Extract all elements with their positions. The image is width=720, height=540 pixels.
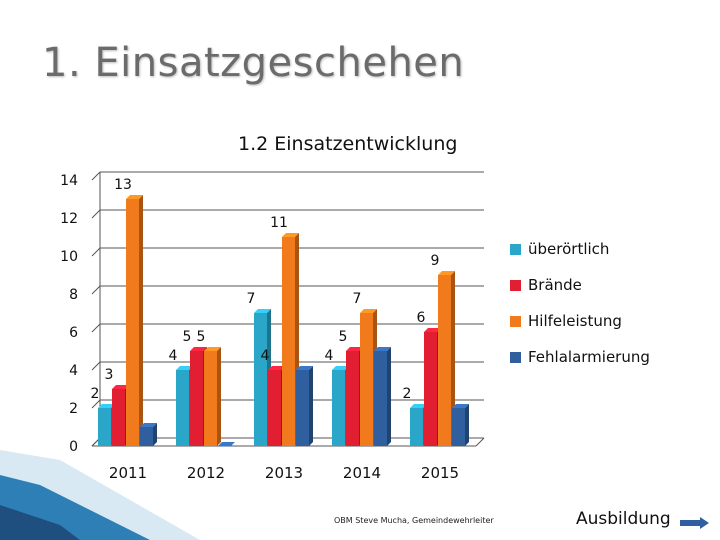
data-label: 4 — [169, 348, 178, 364]
bar — [190, 351, 203, 446]
footer-brand: Ausbildung — [576, 509, 671, 529]
y-tick-label: 10 — [60, 249, 78, 265]
legend-swatch — [510, 316, 521, 327]
y-tick-mark — [91, 209, 101, 219]
data-label: 11 — [270, 215, 288, 231]
bar-top — [374, 347, 391, 351]
y-tick-label: 8 — [69, 287, 78, 303]
bar-top — [126, 195, 143, 199]
bar-top — [360, 309, 377, 313]
bar-side — [387, 347, 391, 446]
y-tick-mark — [91, 171, 101, 181]
bar — [438, 275, 451, 446]
bar — [254, 313, 267, 446]
y-tick-label: 2 — [69, 401, 78, 417]
bar-top — [346, 347, 363, 351]
bar — [346, 351, 359, 446]
data-label: 7 — [247, 291, 256, 307]
y-tick-label: 0 — [69, 439, 78, 455]
bar — [424, 332, 437, 446]
bar-top — [98, 404, 115, 408]
bar — [332, 370, 345, 446]
x-tick-label: 2015 — [421, 464, 459, 482]
y-tick-mark — [91, 285, 101, 295]
data-label: 9 — [431, 253, 440, 269]
data-label: 5 — [183, 329, 192, 345]
y-tick-label: 14 — [60, 173, 78, 189]
floor-edge — [475, 437, 485, 447]
legend-label: Fehlalarmierung — [528, 348, 650, 366]
y-tick-label: 4 — [69, 363, 78, 379]
arrow-right-icon — [680, 517, 709, 529]
legend-label: Hilfeleistung — [528, 312, 622, 330]
legend-swatch — [510, 352, 521, 363]
data-label: 5 — [339, 329, 348, 345]
x-tick-label: 2013 — [265, 464, 303, 482]
bar — [360, 313, 373, 446]
bar-top — [176, 366, 193, 370]
bar — [410, 408, 423, 446]
bar-top — [424, 328, 441, 332]
bar-top — [268, 366, 285, 370]
y-tick-label: 12 — [60, 211, 78, 227]
x-tick-label: 2012 — [187, 464, 225, 482]
legend-label: überörtlich — [528, 240, 609, 258]
data-label: 13 — [114, 177, 132, 193]
bar — [126, 199, 139, 446]
data-label: 4 — [325, 348, 334, 364]
legend-swatch — [510, 244, 521, 255]
y-tick-mark — [91, 361, 101, 371]
bar — [268, 370, 281, 446]
bar — [176, 370, 189, 446]
bar — [218, 446, 231, 447]
bar-side — [451, 271, 455, 446]
bar-side — [153, 423, 157, 446]
bar-top — [452, 404, 469, 408]
y-tick-mark — [91, 247, 101, 257]
bar-top — [112, 385, 129, 389]
x-tick-label: 2011 — [109, 464, 147, 482]
bar-side — [217, 347, 221, 446]
data-label: 2 — [91, 386, 100, 402]
bar-top — [296, 366, 313, 370]
bar — [98, 408, 111, 446]
bar — [282, 237, 295, 446]
data-label: 4 — [261, 348, 270, 364]
bar — [112, 389, 125, 446]
y-tick-label: 6 — [69, 325, 78, 341]
legend-swatch — [510, 280, 521, 291]
data-label: 5 — [197, 329, 206, 345]
bar-top — [254, 309, 271, 313]
bar-side — [465, 404, 469, 446]
bar — [374, 351, 387, 446]
data-label: 7 — [353, 291, 362, 307]
bar-top — [204, 347, 221, 351]
bar-side — [139, 195, 143, 446]
bar-top — [190, 347, 207, 351]
bar — [140, 427, 153, 446]
footer-credit: OBM Steve Mucha, Gemeindewehrleiter — [334, 516, 494, 525]
bar-top — [218, 442, 235, 446]
bar — [452, 408, 465, 446]
bar-top — [332, 366, 349, 370]
y-tick-mark — [91, 399, 101, 409]
bar — [204, 351, 217, 446]
legend-label: Brände — [528, 276, 582, 294]
x-tick-label: 2014 — [343, 464, 381, 482]
corner-decoration — [0, 450, 200, 540]
y-tick-mark — [91, 323, 101, 333]
bar-top — [438, 271, 455, 275]
bar-top — [410, 404, 427, 408]
slide-title: 1. Einsatzgeschehen — [42, 40, 465, 86]
data-label: 2 — [403, 386, 412, 402]
bar-side — [309, 366, 313, 446]
chart-title: 1.2 Einsatzentwicklung — [238, 133, 458, 155]
bar-top — [140, 423, 157, 427]
bar — [296, 370, 309, 446]
data-label: 3 — [105, 367, 114, 383]
data-label: 6 — [417, 310, 426, 326]
bar-top — [282, 233, 299, 237]
